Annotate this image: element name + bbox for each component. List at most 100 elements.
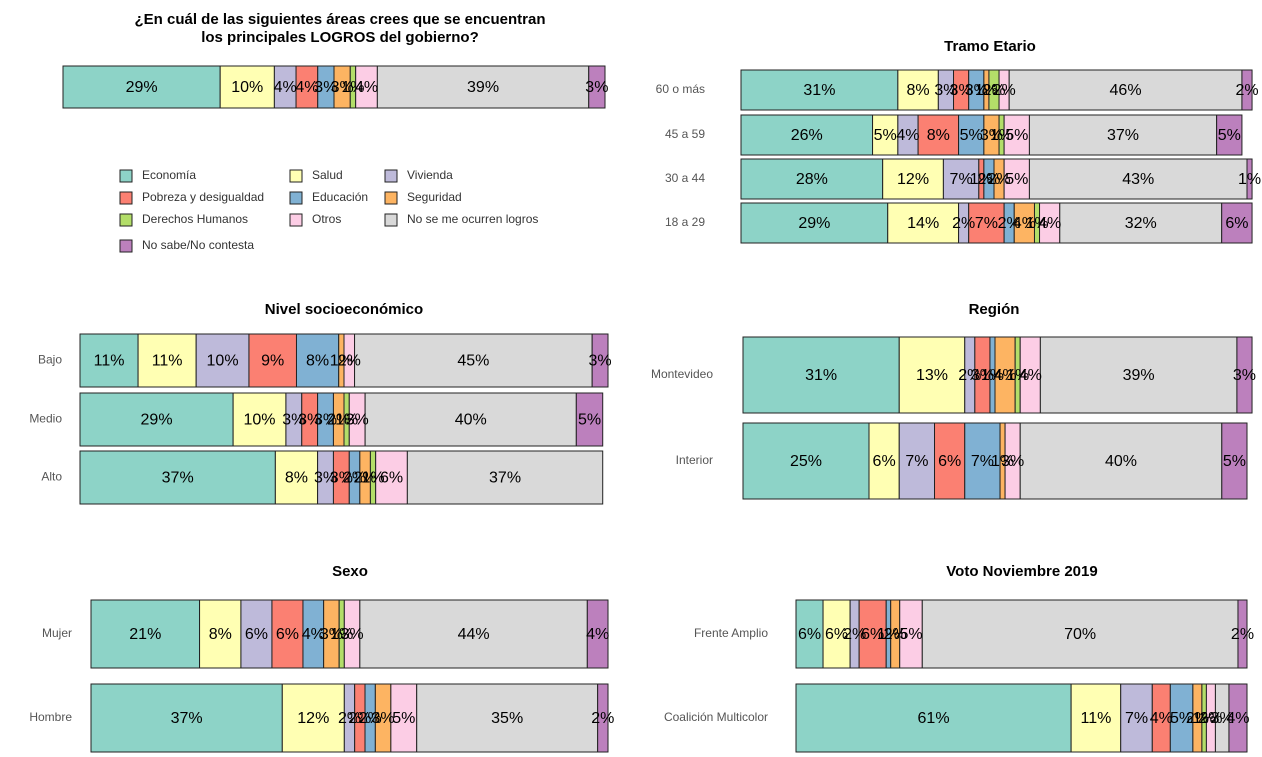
value-label: 1%	[877, 626, 900, 643]
value-label: 1%	[975, 82, 998, 99]
value-label: 6%	[873, 453, 896, 470]
bar-segment	[591, 333, 609, 388]
bar-segment	[740, 202, 889, 244]
bar-segment	[281, 683, 345, 753]
value-label: 5%	[874, 127, 897, 144]
value-label: 3%	[372, 710, 395, 727]
legend-swatch	[289, 213, 303, 227]
bar-segment	[406, 450, 604, 505]
row-label: 45 a 59	[665, 127, 705, 141]
value-label: 3%	[314, 470, 337, 487]
row-label: Frente Amplio	[694, 626, 768, 640]
chart-title: Región	[969, 301, 1020, 318]
value-label: 4%	[1150, 710, 1173, 727]
value-label: 3%	[314, 79, 337, 96]
value-label: 11%	[1080, 710, 1111, 727]
value-label: 5%	[578, 412, 601, 429]
value-label: 1%	[991, 453, 1014, 470]
bar-segment	[416, 683, 599, 753]
value-label: 10%	[231, 79, 263, 96]
value-label: 5%	[960, 127, 983, 144]
value-label: 2%	[843, 626, 866, 643]
bar-segment	[740, 114, 874, 156]
value-label: 3%	[965, 82, 988, 99]
legend-swatch	[119, 213, 133, 227]
value-label: 40%	[1105, 453, 1137, 470]
legend-swatch	[119, 239, 133, 253]
bar-segment	[79, 450, 276, 505]
legend-swatch	[119, 191, 133, 205]
bar-segment	[887, 202, 960, 244]
chart-title: Sexo	[332, 563, 368, 580]
value-label: 3%	[1211, 710, 1234, 727]
value-label: 1%	[361, 470, 384, 487]
legend-label: Salud	[312, 168, 343, 182]
legend-swatch	[384, 191, 398, 205]
legend-label: Educación	[312, 190, 368, 204]
bar-segment	[1039, 336, 1238, 414]
legend-label: Economía	[142, 168, 196, 182]
value-label: 1%	[330, 626, 353, 643]
value-label: 3%	[589, 353, 612, 370]
value-label: 9%	[261, 353, 284, 370]
value-label: 14%	[907, 215, 939, 232]
value-label: 46%	[1110, 82, 1142, 99]
bar-segment	[588, 65, 606, 109]
bar-segment	[79, 392, 234, 447]
value-label: 3%	[346, 412, 369, 429]
bar-segment	[248, 333, 297, 388]
value-label: 4%	[1019, 367, 1042, 384]
value-label: 28%	[796, 171, 828, 188]
bar-segment	[271, 599, 304, 669]
row-label: 30 a 44	[665, 171, 705, 185]
value-label: 3%	[298, 412, 321, 429]
value-label: 4%	[896, 127, 919, 144]
value-label: 35%	[491, 710, 523, 727]
value-label: 37%	[489, 470, 521, 487]
value-label: 61%	[918, 710, 950, 727]
value-label: 10%	[244, 412, 276, 429]
value-label: 12%	[897, 171, 929, 188]
bar-segment	[62, 65, 221, 109]
value-label: 6%	[861, 626, 884, 643]
value-label: 11%	[94, 353, 125, 370]
value-label: 39%	[1123, 367, 1155, 384]
bar-segment	[964, 422, 1001, 500]
value-label: 12%	[297, 710, 329, 727]
bar-segment	[1216, 114, 1243, 156]
value-label: 4%	[994, 367, 1017, 384]
value-label: 2%	[1231, 626, 1254, 643]
bar-segment	[597, 683, 609, 753]
value-label: 4%	[302, 626, 325, 643]
bar-segment	[795, 599, 824, 669]
bar-segment	[1241, 69, 1253, 111]
value-label: 6%	[245, 626, 268, 643]
row-label: 18 a 29	[665, 215, 705, 229]
bar-segment	[1059, 202, 1223, 244]
value-label: 11%	[152, 353, 183, 370]
bar-segment	[1246, 158, 1253, 200]
legend-swatch	[119, 169, 133, 183]
bar-segment	[742, 422, 870, 500]
bar-segment	[1019, 422, 1223, 500]
value-label: 3%	[330, 470, 353, 487]
value-label: 4%	[274, 79, 297, 96]
value-label: 4%	[586, 626, 609, 643]
chart-title: Voto Noviembre 2019	[946, 563, 1097, 580]
value-label: 25%	[790, 453, 822, 470]
row-label: 60 o más	[656, 82, 705, 96]
bar-segment	[586, 599, 609, 669]
value-label: 3%	[341, 626, 364, 643]
value-label: 5%	[1005, 127, 1028, 144]
value-label: 4%	[355, 79, 378, 96]
value-label: 2%	[327, 412, 350, 429]
value-label: 2%	[348, 710, 371, 727]
value-label: 10%	[207, 353, 239, 370]
value-label: 21%	[129, 626, 161, 643]
value-label: 40%	[455, 412, 487, 429]
chart-title: ¿En cuál de las siguientes áreas crees q…	[134, 11, 545, 28]
chart-title: los principales LOGROS del gobierno?	[201, 29, 479, 46]
value-label: 1%	[341, 79, 364, 96]
value-label: 5%	[899, 626, 922, 643]
bar-segment	[575, 392, 604, 447]
